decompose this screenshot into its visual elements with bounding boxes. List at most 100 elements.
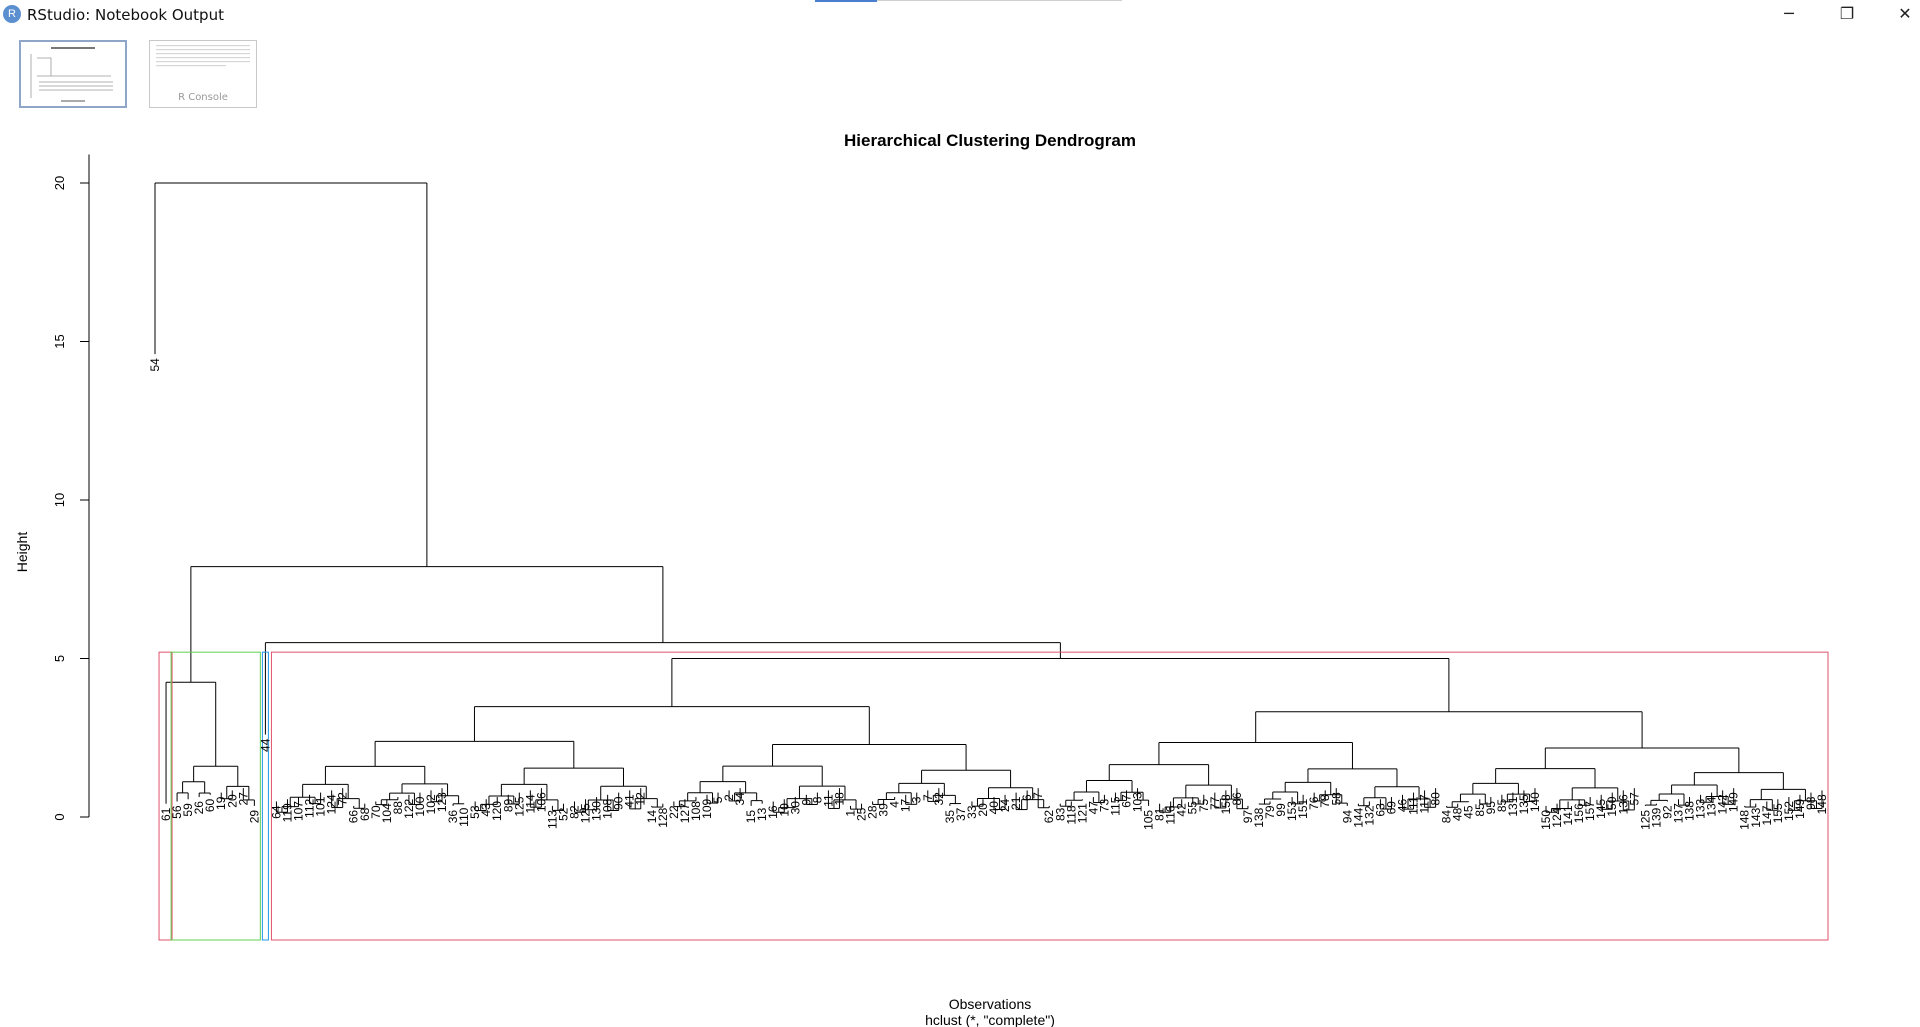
cluster-rectangle (270, 651, 1829, 941)
leaf-label: 139 (1649, 807, 1663, 827)
leaf-label: 149 (1727, 792, 1741, 812)
cluster-rectangles (158, 651, 1829, 941)
leaf-label: 108 (689, 801, 703, 821)
leaf-label: 40 (987, 801, 1001, 815)
leaf-label: 111 (1407, 796, 1421, 815)
leaf-label: 101 (314, 796, 328, 816)
leaf-label: 19 (214, 796, 228, 810)
leaf-label: 137 (1671, 803, 1685, 823)
minimize-button[interactable]: ─ (1784, 4, 1794, 23)
leaf-label: 90 (612, 796, 626, 810)
leaf-label: 75 (1197, 798, 1211, 812)
leaf-label: 15 (744, 810, 758, 824)
leaf-label: 125 (512, 796, 526, 816)
leaf-label: 13 (755, 807, 769, 821)
thumbnail-dendrogram[interactable] (19, 40, 127, 108)
output-thumbnail-strip: R Console (0, 36, 1920, 116)
leaf-label: 153 (1285, 801, 1299, 821)
leaf-label: 69 (1384, 801, 1398, 815)
leaf-label: 84 (1440, 810, 1454, 824)
leaf-label: 83 (1053, 807, 1067, 821)
leaf-label: 142 (1716, 794, 1730, 814)
leaf-label: 76 (1307, 796, 1321, 810)
leaf-label: 64 (269, 805, 283, 819)
leaf-label: 150 (1605, 796, 1619, 816)
leaf-label: 135 (1517, 794, 1531, 814)
leaf-label: 151 (1296, 798, 1310, 818)
dendrogram-plot: Hierarchical Clustering Dendrogram Heigh… (14, 131, 1829, 1027)
thumbnail-r-console[interactable]: R Console (149, 40, 257, 108)
leaf-label: 79 (1263, 805, 1277, 819)
leaf-label: 66 (347, 810, 361, 824)
leaf-label: 22 (667, 805, 681, 819)
leaf-label: 39 (877, 803, 891, 817)
leaf-label: 132 (1362, 805, 1376, 825)
leaf-label: 121 (1075, 803, 1089, 823)
close-button[interactable]: ✕ (1898, 4, 1912, 23)
leaf-label: 60 (203, 798, 217, 812)
leaf-label: 149 (1793, 798, 1807, 818)
leaf-labels: 5461565926601920272944641191071121011247… (148, 358, 1829, 830)
y-axis: 0 5 10 15 20 (52, 154, 90, 821)
leaf-label: 52 (556, 807, 570, 821)
y-axis-label: Height (14, 532, 30, 573)
leaf-label: 140 (1528, 792, 1542, 812)
leaf-label: 117 (1418, 794, 1432, 813)
leaf-label: 20 (976, 803, 990, 817)
leaf-label: 30 (788, 801, 802, 815)
leaf-label: 136 (1616, 794, 1630, 814)
leaf-label: 78 (1318, 794, 1332, 808)
leaf-label: 59 (181, 803, 195, 817)
leaf-label: 43 (479, 803, 493, 817)
leaf-label: 148 (1738, 810, 1752, 830)
leaf-label: 130 (590, 801, 604, 821)
leaf-label: 155 (1771, 803, 1785, 823)
leaf-label: 36 (446, 810, 460, 824)
leaf-label: 33 (965, 805, 979, 819)
leaf-label: 98 (1804, 796, 1818, 810)
leaf-label: 32 (932, 792, 946, 806)
leaf-label: 107 (292, 801, 306, 821)
leaf-label: 80 (1429, 792, 1443, 806)
leaf-label: 106 (534, 792, 548, 812)
cluster-rectangle (158, 651, 173, 941)
leaf-label: 21 (1009, 796, 1023, 810)
y-tick-label: 20 (52, 176, 67, 190)
leaf-label: 70 (369, 805, 383, 819)
leaf-label: 26 (192, 801, 206, 815)
cluster-rectangle (261, 651, 269, 941)
restore-button[interactable]: ❐ (1839, 4, 1855, 23)
leaf-label: 102 (424, 794, 438, 814)
leaf-label: 133 (1694, 798, 1708, 818)
leaf-label: 68 (358, 807, 372, 821)
leaf-label: 95 (1484, 801, 1498, 815)
leaf-label: 89 (501, 798, 515, 812)
leaf-label: 9 (799, 798, 813, 805)
leaf-label: 47 (1086, 801, 1100, 815)
leaf-label: 42 (1175, 803, 1189, 817)
leaf-label: 77 (1208, 796, 1222, 810)
leaf-label: 152 (1782, 801, 1796, 821)
leaf-label: 125 (579, 803, 593, 823)
leaf-label: 119 (280, 803, 294, 822)
leaf-label: 24 (998, 798, 1012, 812)
leaf-label: 53 (468, 805, 482, 819)
leaf-label: 61 (159, 807, 173, 821)
leaf-label: 134 (1705, 796, 1719, 816)
leaf-label: 156 (1572, 803, 1586, 823)
y-tick-label: 0 (52, 813, 67, 820)
leaf-label: 62 (1042, 810, 1056, 824)
leaf-label: 7 (921, 794, 935, 801)
leaf-label: 44 (258, 738, 272, 752)
leaf-label: 157 (1583, 801, 1597, 821)
window-title: RStudio: Notebook Output (27, 6, 224, 24)
leaf-label: 56 (170, 805, 184, 819)
leaf-label: 1 (844, 810, 858, 817)
leaf-label: 88 (391, 801, 405, 815)
leaf-label: 141 (1561, 805, 1575, 825)
leaf-label: 103 (1131, 792, 1145, 812)
leaf-label: 58 (1329, 792, 1343, 806)
leaf-label: 112 (303, 798, 317, 817)
dendrogram-branches (154, 182, 1823, 813)
leaf-label: 123 (435, 792, 449, 812)
